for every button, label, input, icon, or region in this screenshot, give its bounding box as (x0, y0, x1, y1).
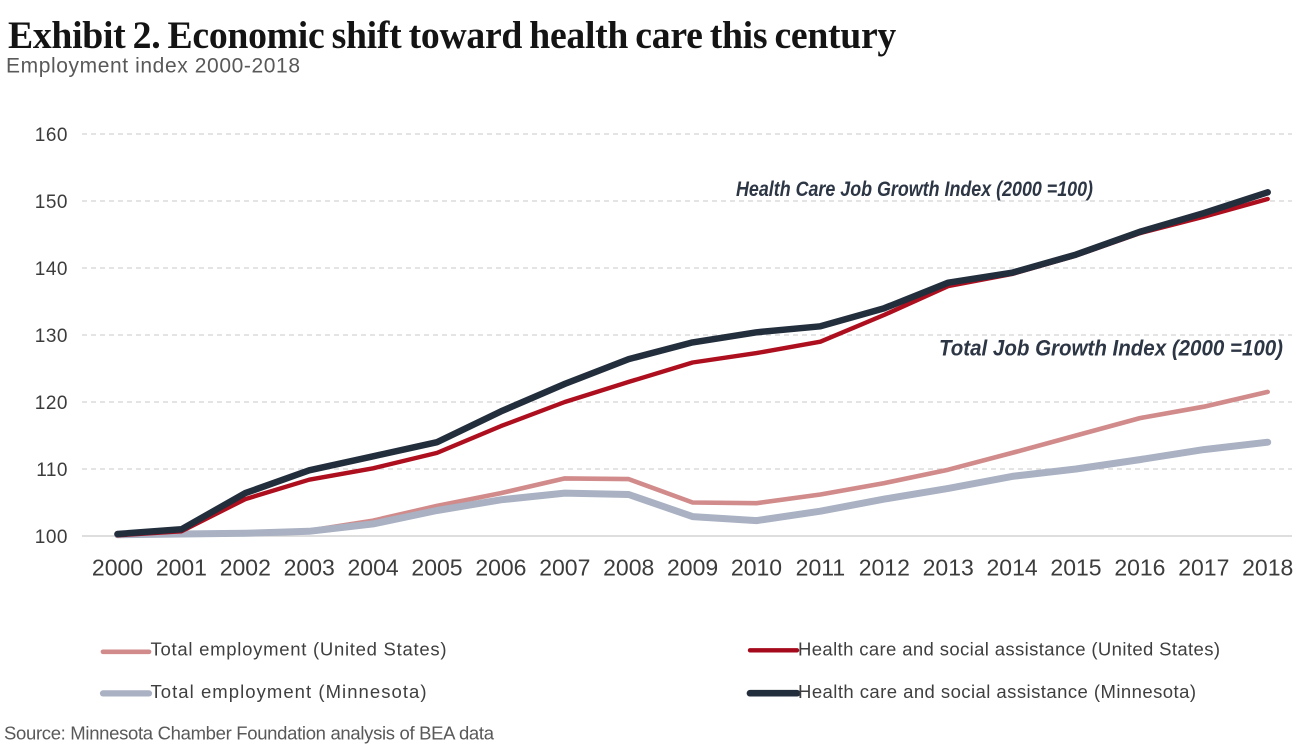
svg-text:2003: 2003 (284, 555, 335, 581)
svg-text:2007: 2007 (539, 555, 590, 581)
svg-text:Total employment (Minnesota): Total employment (Minnesota) (151, 681, 427, 702)
svg-text:2010: 2010 (731, 555, 782, 581)
svg-text:2008: 2008 (603, 555, 654, 581)
svg-text:100: 100 (35, 527, 68, 548)
svg-text:Total Job Growth Index (2000 =: Total Job Growth Index (2000 =100) (939, 336, 1283, 361)
svg-text:110: 110 (36, 460, 68, 481)
svg-text:2009: 2009 (667, 555, 718, 581)
svg-text:2005: 2005 (411, 555, 462, 581)
svg-text:2015: 2015 (1050, 555, 1101, 581)
svg-text:Employment index 2000-2018: Employment index 2000-2018 (6, 55, 300, 78)
svg-text:Health care and social assista: Health care and social assistance (Minne… (798, 681, 1196, 702)
svg-text:Exhibit 2. Economic shift towa: Exhibit 2. Economic shift toward health … (8, 14, 897, 57)
svg-text:Total employment (United State: Total employment (United States) (151, 639, 447, 660)
svg-text:160: 160 (35, 125, 68, 146)
svg-text:2004: 2004 (348, 555, 399, 581)
svg-text:150: 150 (35, 192, 68, 213)
svg-text:2018: 2018 (1242, 555, 1293, 581)
svg-text:Health Care Job Growth Index (: Health Care Job Growth Index (2000 =100) (736, 178, 1093, 201)
svg-text:2012: 2012 (859, 555, 910, 581)
svg-text:120: 120 (35, 393, 68, 414)
svg-text:2011: 2011 (796, 555, 845, 581)
svg-text:2016: 2016 (1114, 555, 1165, 581)
svg-text:140: 140 (35, 259, 68, 280)
svg-text:130: 130 (35, 326, 68, 347)
svg-text:2001: 2001 (156, 555, 207, 581)
svg-text:Health care and social assista: Health care and social assistance (Unite… (798, 639, 1220, 660)
svg-text:2017: 2017 (1178, 555, 1229, 581)
svg-text:2006: 2006 (475, 555, 526, 581)
svg-text:2013: 2013 (923, 555, 974, 581)
svg-text:2014: 2014 (987, 555, 1038, 581)
svg-text:2000: 2000 (92, 555, 143, 581)
svg-text:Source: Minnesota Chamber Foun: Source: Minnesota Chamber Foundation ana… (4, 723, 495, 744)
svg-text:2002: 2002 (220, 555, 271, 581)
